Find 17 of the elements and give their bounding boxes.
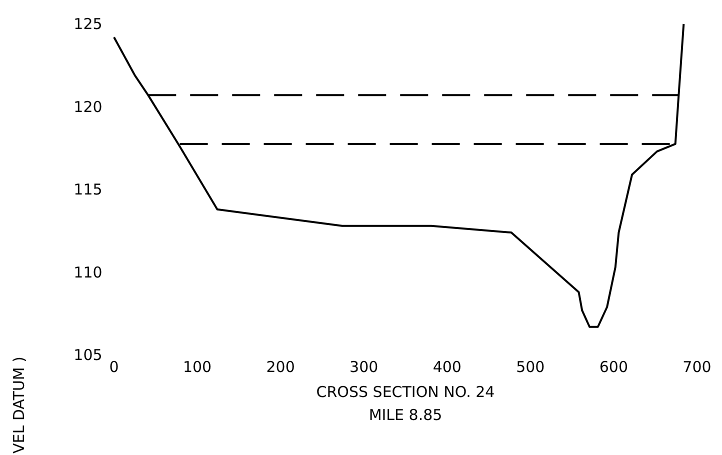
x-tick-label: 300 bbox=[350, 358, 378, 376]
y-tick-label: 110 bbox=[74, 263, 102, 282]
y-tick-label: 125 bbox=[74, 15, 102, 33]
y-tick-label: 105 bbox=[74, 346, 102, 364]
x-tick-label: 600 bbox=[599, 358, 628, 376]
x-tick-label: 700 bbox=[682, 358, 712, 376]
x-tick-label: 100 bbox=[182, 358, 212, 376]
x-tick-label: 200 bbox=[266, 358, 295, 376]
x-axis-title: CROSS SECTION NO. 24 bbox=[316, 383, 495, 401]
line-series bbox=[113, 23, 685, 328]
y-axis-title: VEL DATUM ) bbox=[10, 356, 28, 454]
y-tick-label: 115 bbox=[74, 180, 102, 198]
y-tick-label: 120 bbox=[74, 98, 102, 116]
x-tick-label: 400 bbox=[432, 358, 462, 376]
text: MILE 8.85 bbox=[368, 406, 442, 424]
x-tick-label: 0 bbox=[109, 358, 119, 376]
x-tick-label: 500 bbox=[516, 358, 545, 376]
